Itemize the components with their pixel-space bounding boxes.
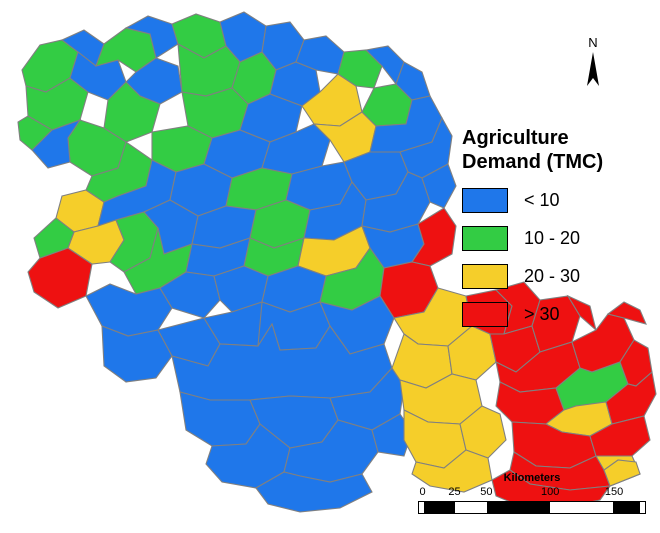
legend-label-20-30: 20 - 30	[524, 265, 581, 286]
basin-polygon	[179, 391, 261, 447]
legend-label-lt10: < 10	[524, 189, 560, 210]
scale-tick-50: 50	[480, 486, 493, 498]
basin-polygon	[421, 163, 457, 209]
legend-label-10-20: 10 - 20	[524, 227, 581, 248]
scale-bar-graphic	[418, 501, 646, 514]
scale-tick-150: 150	[604, 486, 624, 498]
north-arrow-label: N	[588, 35, 598, 50]
basin-polygon	[101, 325, 173, 383]
basin-polygon	[255, 471, 373, 513]
basin-polygon	[17, 115, 53, 151]
legend-swatch-gt30	[462, 301, 508, 327]
north-arrow: N	[578, 36, 608, 88]
scale-tick-0: 0	[419, 486, 426, 498]
legend-swatch-lt10	[462, 187, 508, 213]
basin-polygon	[603, 459, 641, 487]
legend-label-gt30: > 30	[524, 303, 560, 324]
legend-row: > 30	[462, 298, 648, 330]
scale-bar-title: Kilometers	[503, 472, 561, 484]
basin-polygon	[395, 61, 431, 101]
legend: Agriculture Demand (TMC) < 10 10 - 20 20…	[462, 126, 648, 336]
basin-polygon	[606, 301, 647, 325]
scale-bar-ticks: 0 25 50 100 150	[418, 486, 646, 500]
scale-tick-100: 100	[541, 486, 560, 498]
legend-swatch-20-30	[462, 263, 508, 289]
scale-bar: Kilometers 0 25 50 100 150	[418, 472, 646, 514]
scale-tick-25: 25	[448, 486, 461, 498]
map-polygons	[17, 11, 657, 513]
basin-polygon	[411, 207, 457, 267]
legend-swatch-10-20	[462, 225, 508, 251]
basin-polygon	[85, 283, 173, 337]
legend-row: 20 - 30	[462, 260, 648, 292]
legend-items: < 10 10 - 20 20 - 30 > 30	[462, 184, 648, 330]
legend-row: 10 - 20	[462, 222, 648, 254]
legend-title: Agriculture Demand (TMC)	[462, 127, 604, 173]
north-arrow-icon	[587, 52, 599, 86]
legend-row: < 10	[462, 184, 648, 216]
basin-polygon	[33, 217, 75, 259]
